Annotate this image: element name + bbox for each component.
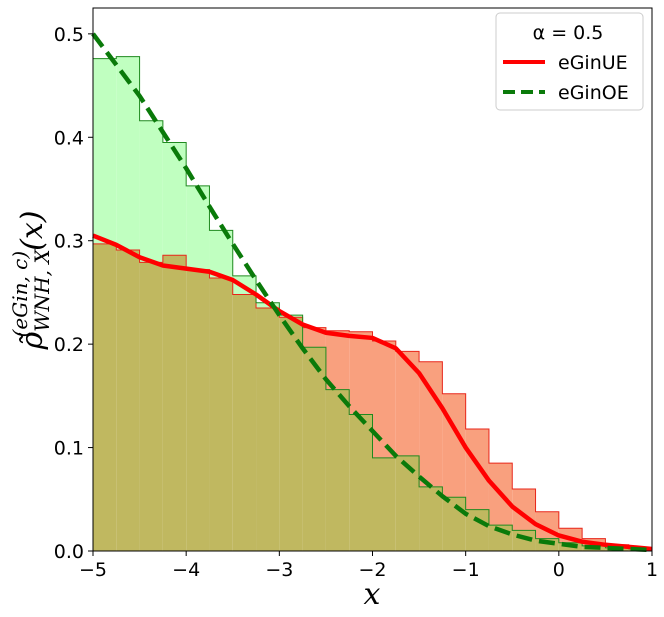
y-tick-label: 0.5 bbox=[54, 24, 84, 46]
hist-bar-egin-ue bbox=[419, 361, 443, 487]
hist-bar-overlap bbox=[349, 414, 373, 551]
hist-bar-overlap bbox=[116, 250, 140, 551]
x-tick-label: −3 bbox=[265, 559, 293, 581]
hist-bar-egin-ue bbox=[465, 428, 489, 510]
y-tick-label: 0.2 bbox=[54, 334, 84, 356]
hist-bar-egin-oe bbox=[186, 185, 210, 270]
hist-bar-overlap bbox=[139, 262, 163, 551]
hist-bar-overlap bbox=[465, 509, 489, 551]
hist-bar-egin-ue bbox=[395, 351, 420, 456]
legend-label-egin-oe: eGinOE bbox=[558, 82, 629, 104]
hist-bar-egin-oe bbox=[93, 58, 117, 244]
legend-label-egin-ue: eGinUE bbox=[558, 52, 628, 74]
hist-outline-egin-oe bbox=[92, 56, 653, 551]
hist-bar-overlap bbox=[442, 497, 466, 551]
y-axis-label-sup: (eGin, c) bbox=[8, 251, 32, 338]
curve-layer bbox=[91, 32, 653, 553]
tick-layer: −5 −4 −3 −2 −1 0 1 0.0 0.1 0.2 0.3 0.4 0.5 bbox=[54, 24, 658, 581]
x-axis-label: x bbox=[364, 577, 381, 612]
x-tick-label: −5 bbox=[79, 559, 107, 581]
hist-bar-overlap bbox=[162, 255, 187, 552]
histogram-layer bbox=[92, 56, 653, 552]
y-tick-label: 0.3 bbox=[54, 231, 84, 253]
legend-box bbox=[495, 12, 644, 111]
x-tick-label: −4 bbox=[172, 559, 200, 581]
y-axis-label-main: ρ̃ bbox=[15, 332, 50, 351]
y-axis-label-arg: (x) bbox=[15, 210, 50, 250]
hist-bar-overlap bbox=[256, 307, 280, 551]
curve-egin-ue bbox=[92, 233, 653, 552]
hist-bar-overlap bbox=[209, 277, 233, 551]
hist-bar-egin-oe bbox=[209, 230, 233, 278]
hist-bar-overlap bbox=[186, 269, 210, 551]
hist-bar-overlap bbox=[93, 243, 117, 551]
hist-bar-egin-ue bbox=[325, 330, 350, 390]
x-tick-label: −1 bbox=[452, 559, 480, 581]
hist-bar-overlap bbox=[325, 389, 350, 551]
y-axis-label-sub: WNH, X bbox=[30, 249, 54, 332]
y-axis-label: ρ̃WNH, X(eGin, c)(x) bbox=[8, 210, 54, 350]
hist-bar-overlap bbox=[512, 530, 536, 551]
legend: α = 0.5 eGinUE eGinOE bbox=[495, 12, 644, 111]
y-tick-label: 0.4 bbox=[54, 127, 84, 149]
hist-bar-overlap bbox=[302, 347, 326, 551]
legend-title: α = 0.5 bbox=[533, 22, 604, 44]
hist-bar-egin-ue bbox=[349, 331, 373, 415]
x-tick-label: 0 bbox=[553, 559, 565, 581]
hist-bar-overlap bbox=[232, 294, 257, 551]
y-tick-label: 0.1 bbox=[54, 438, 84, 460]
hist-bar-overlap bbox=[419, 486, 443, 551]
x-tick-label: 1 bbox=[646, 559, 658, 581]
curve-egin-oe bbox=[91, 32, 653, 553]
hist-bar-overlap bbox=[395, 455, 420, 551]
hist-bar-egin-oe bbox=[139, 120, 163, 263]
hist-bar-egin-oe bbox=[162, 142, 187, 256]
hist-bar-egin-oe bbox=[116, 56, 140, 251]
hist-bar-overlap bbox=[279, 317, 303, 551]
x-tick-label: −2 bbox=[358, 559, 386, 581]
hist-bar-overlap bbox=[372, 457, 396, 551]
y-tick-label: 0.0 bbox=[54, 541, 84, 563]
hist-bar-egin-ue bbox=[372, 341, 396, 458]
